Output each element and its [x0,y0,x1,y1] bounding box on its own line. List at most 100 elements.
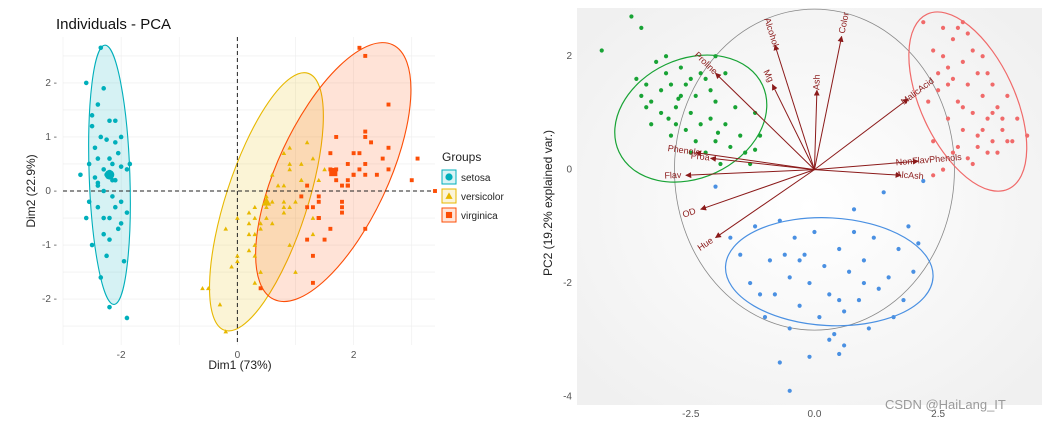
data-point [713,139,718,144]
group-ellipse [724,217,934,327]
loading-label: Ash [811,74,821,90]
legend-label-versicolor: versicolor [461,192,504,203]
data-point [807,280,812,286]
point-setosa [104,137,109,142]
data-point [827,337,832,342]
y-tick-label: -2 - [42,294,57,305]
data-point [713,184,718,189]
point-versicolor [275,183,281,188]
point-virginica [328,151,333,156]
data-point [802,252,807,257]
point-setosa [95,204,101,210]
data-point [822,263,827,269]
y-tick-label: 1 - [45,132,57,143]
point-versicolor [281,183,287,188]
data-point [787,388,792,393]
data-point [649,122,654,127]
point-versicolor [281,199,287,204]
x-tick-label: 0.0 [807,409,821,420]
data-point [767,258,773,263]
data-point [950,150,956,155]
point-versicolor [299,177,304,183]
data-point [678,93,683,99]
point-versicolor [206,285,211,291]
data-point [980,54,985,59]
point-versicolor [235,258,240,264]
point-setosa [89,242,95,248]
point-setosa [110,194,115,199]
loading-label: AlcAsh [895,169,924,181]
point-versicolor [252,204,258,210]
point-setosa [98,134,104,140]
data-points [78,45,437,334]
data-point [668,133,674,138]
data-point [654,59,659,64]
point-setosa [104,253,109,259]
point-virginica [340,183,344,188]
point-versicolor [264,194,269,199]
point-virginica [345,183,350,188]
data-point [931,173,936,178]
point-versicolor [287,242,292,247]
loading-arrows [685,35,919,239]
point-versicolor [223,226,229,231]
data-point [757,133,763,138]
y-tick-label: -4 [563,391,572,402]
x-axis-label: Dim1 (73%) [208,358,271,372]
point-versicolor [252,253,258,258]
y-tick-label: 2 - [45,78,57,89]
data-point [896,246,901,252]
point-versicolor [252,280,258,285]
data-point [708,116,713,121]
point-versicolor [310,231,316,237]
point-virginica [322,237,327,242]
data-point [955,144,961,150]
tick-labels: -2.5 0.0 2.5 -4 -2 0 2 [563,51,945,420]
loading-label: Color [837,11,851,34]
data-point [960,105,965,110]
loading-arrow [814,98,909,171]
x-tick-label: 0 [235,350,241,361]
point-virginica [305,183,310,188]
point-virginica [433,189,437,193]
point-setosa [115,150,121,156]
point-versicolor [258,221,263,226]
centroid-versicolor [261,197,272,206]
group-ellipse [908,11,1028,192]
point-setosa [107,237,112,242]
data-point [782,252,787,257]
point-versicolor [269,221,275,226]
data-point [644,82,649,87]
data-point [797,258,802,263]
data-point [713,99,718,104]
legend-title: Groups [442,150,481,164]
data-point [752,147,758,152]
data-point [886,275,891,280]
point-virginica [305,205,310,210]
legend-marker-setosa [445,173,453,181]
y-axis-label: Dim2 (22.9%) [24,154,38,227]
point-virginica [310,280,315,285]
point-setosa [92,175,98,180]
data-point [945,82,951,87]
data-point [965,31,970,36]
point-versicolor [287,204,292,210]
point-setosa [124,167,130,172]
watermark: CSDN @HaiLang_IT [885,397,1006,412]
point-versicolor [246,210,252,215]
point-versicolor [281,150,287,156]
data-point [851,229,857,235]
data-point [1000,127,1005,133]
legend-marker-virginica [445,211,453,219]
point-virginica [380,156,385,161]
point-versicolor [281,210,287,215]
data-point [876,286,881,291]
data-point [871,235,876,240]
data-point [965,82,970,87]
centroid-setosa [104,169,115,180]
data-point [715,130,721,135]
centroid-virginica [329,168,338,177]
point-virginica [310,205,315,210]
legend-marker-versicolor [445,192,453,199]
x-tick-label: -2.5 [682,409,700,420]
